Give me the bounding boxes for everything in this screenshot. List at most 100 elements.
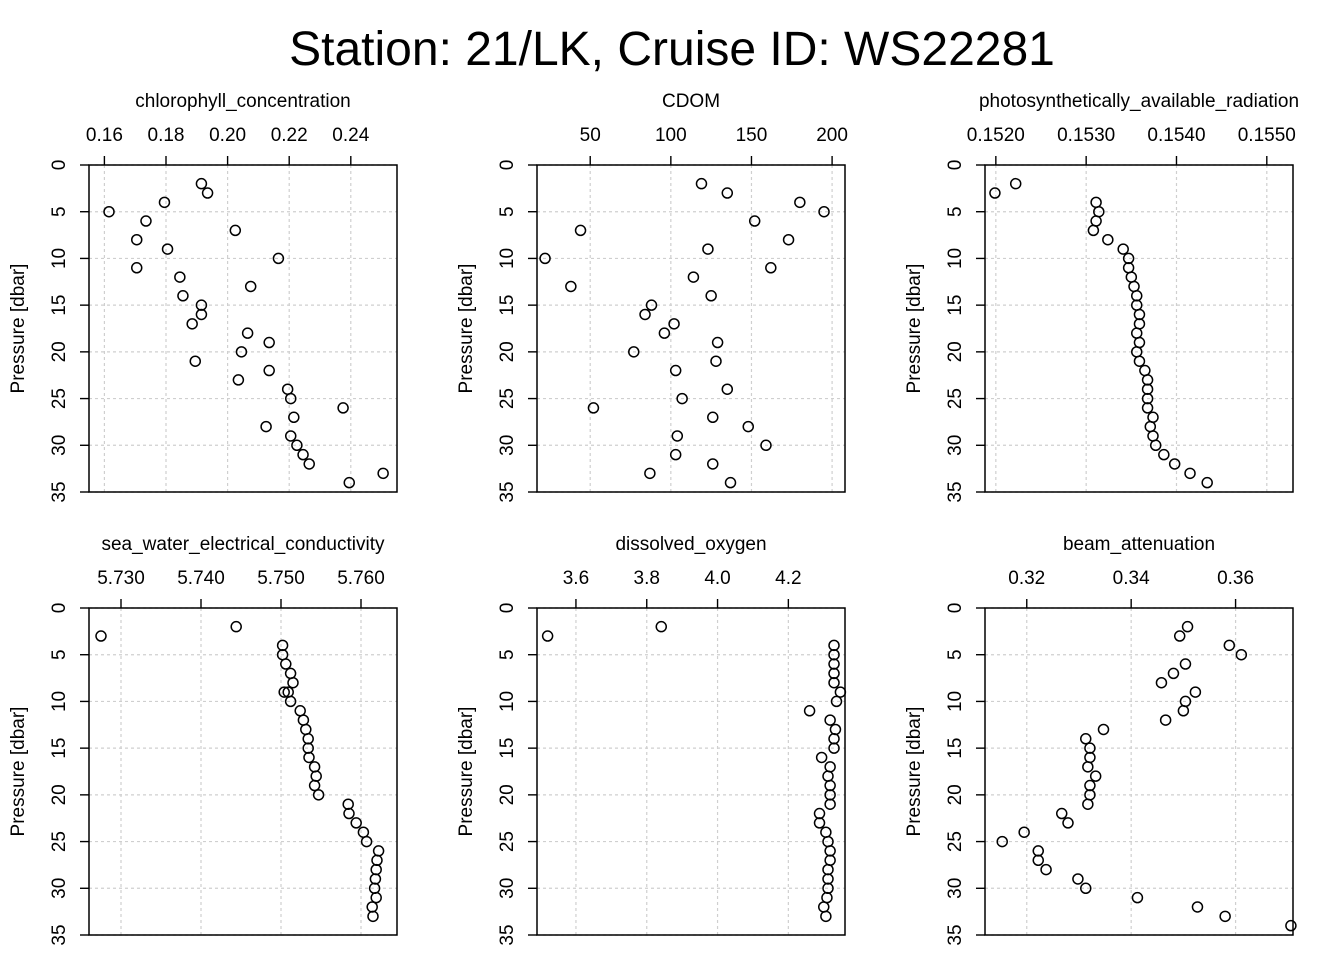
data-point bbox=[350, 817, 362, 829]
data-point bbox=[822, 770, 834, 782]
data-point bbox=[824, 845, 836, 857]
panel-chlorophyll_concentration: 0.16 0.18 0.20 0.22 0.24 0 5 10 15 20 25 30 35 chloro… bbox=[8, 91, 398, 503]
data-point bbox=[818, 205, 830, 218]
data-point bbox=[834, 686, 847, 698]
data-point bbox=[1223, 639, 1236, 652]
data-point bbox=[244, 280, 257, 293]
y-tick-label: 20 bbox=[49, 341, 70, 362]
y-tick-label: 35 bbox=[945, 924, 966, 945]
plot-frame bbox=[536, 164, 846, 493]
data-point bbox=[95, 630, 107, 642]
data-point bbox=[276, 639, 289, 652]
data-point bbox=[235, 346, 248, 358]
data-point bbox=[1125, 271, 1138, 283]
y-tick-label: 15 bbox=[497, 295, 518, 316]
data-point bbox=[1055, 807, 1068, 820]
data-point bbox=[671, 430, 684, 442]
y-tick-label: 0 bbox=[49, 160, 70, 171]
data-point bbox=[372, 845, 385, 857]
data-point bbox=[1032, 854, 1044, 867]
data-point bbox=[1084, 779, 1096, 792]
data-point bbox=[710, 355, 722, 367]
y-tick-label: 0 bbox=[49, 603, 70, 614]
plot-frame bbox=[88, 164, 398, 493]
data-point bbox=[539, 252, 551, 265]
data-point bbox=[1139, 364, 1151, 377]
data-point bbox=[669, 364, 682, 377]
data-point bbox=[377, 467, 389, 480]
data-point bbox=[721, 383, 734, 395]
data-point bbox=[263, 364, 275, 377]
y-tick-label: 30 bbox=[945, 878, 966, 899]
data-point bbox=[161, 243, 174, 255]
y-tick-label: 10 bbox=[945, 248, 966, 269]
data-point bbox=[342, 798, 354, 810]
y-tick-label: 35 bbox=[945, 481, 966, 502]
x-tick-label: 5.750 bbox=[257, 568, 305, 589]
y-tick-label: 30 bbox=[49, 435, 70, 456]
data-point bbox=[644, 467, 656, 480]
y-tick-label: 25 bbox=[497, 831, 518, 852]
panel-dissolved_oxygen: 3.6 3.8 4.0 4.2 0 5 10 15 20 25 30 35 dissolved_oxyg… bbox=[456, 534, 847, 946]
data-point bbox=[278, 686, 290, 698]
y-tick-label: 25 bbox=[945, 388, 966, 409]
data-point bbox=[765, 262, 777, 274]
data-point bbox=[284, 430, 297, 442]
data-point bbox=[366, 901, 378, 913]
data-point bbox=[1179, 658, 1192, 670]
data-point bbox=[541, 630, 554, 642]
plot-frame bbox=[536, 607, 846, 936]
data-point bbox=[824, 761, 836, 773]
data-point bbox=[813, 807, 826, 820]
data-point bbox=[1133, 318, 1146, 330]
data-point bbox=[1018, 826, 1030, 838]
data-point bbox=[260, 420, 272, 433]
y-tick-label: 20 bbox=[497, 784, 518, 805]
data-point bbox=[1201, 476, 1213, 489]
data-point bbox=[645, 299, 658, 311]
data-point bbox=[300, 723, 312, 736]
data-point bbox=[1155, 676, 1168, 689]
data-point bbox=[794, 196, 806, 209]
data-point bbox=[1090, 215, 1102, 227]
data-point bbox=[803, 705, 816, 717]
data-point bbox=[1131, 891, 1144, 904]
panel-beam_attenuation: 0.32 0.34 0.36 0 5 10 15 20 25 30 35 beam_attenuati… bbox=[904, 534, 1297, 946]
data-point bbox=[760, 439, 772, 452]
data-point bbox=[195, 308, 208, 321]
y-tick-label: 20 bbox=[497, 341, 518, 362]
data-point bbox=[369, 873, 382, 885]
y-tick-label: 0 bbox=[945, 160, 966, 171]
data-point bbox=[782, 233, 795, 246]
data-point bbox=[828, 639, 840, 652]
data-point bbox=[1219, 910, 1231, 923]
x-tick-label: 4.2 bbox=[775, 568, 801, 589]
data-point bbox=[639, 308, 651, 321]
data-point bbox=[1097, 723, 1110, 736]
y-tick-label: 5 bbox=[497, 649, 518, 660]
y-axis-label: Pressure [dbar] bbox=[904, 264, 925, 394]
data-point bbox=[721, 187, 734, 199]
data-point bbox=[370, 863, 382, 876]
data-point bbox=[1130, 327, 1143, 339]
data-point bbox=[1141, 374, 1154, 386]
data-point bbox=[813, 817, 826, 829]
data-point bbox=[1062, 817, 1074, 829]
data-point bbox=[828, 733, 840, 745]
y-axis-label: Pressure [dbar] bbox=[904, 707, 925, 837]
data-point bbox=[830, 695, 843, 708]
data-point bbox=[281, 383, 294, 395]
panel-title: chlorophyll_concentration bbox=[135, 91, 350, 112]
data-point bbox=[177, 290, 189, 302]
data-point bbox=[302, 733, 314, 745]
data-point bbox=[297, 448, 309, 461]
panel-title: photosynthetically_available_radiation bbox=[979, 91, 1299, 112]
data-point bbox=[821, 891, 833, 904]
data-point bbox=[824, 714, 836, 726]
data-point bbox=[357, 826, 370, 838]
x-tick-label: 200 bbox=[816, 125, 848, 146]
data-point bbox=[140, 215, 152, 227]
y-tick-label: 15 bbox=[945, 295, 966, 316]
data-point bbox=[297, 714, 310, 726]
data-point bbox=[655, 620, 668, 633]
